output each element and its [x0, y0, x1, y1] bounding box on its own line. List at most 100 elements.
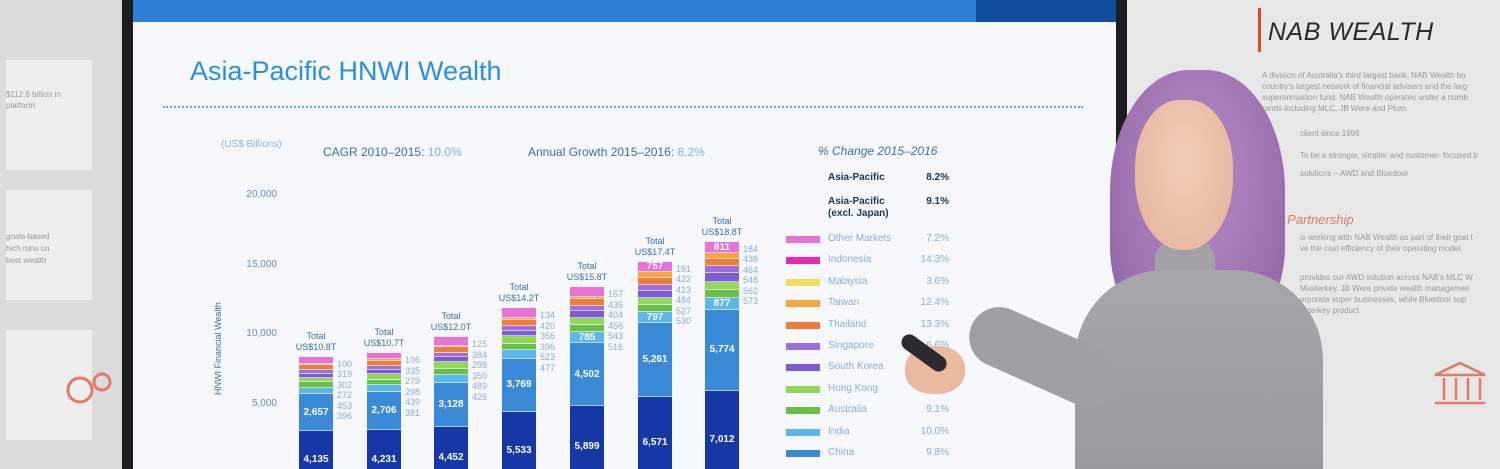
presenter-face — [1135, 100, 1233, 250]
bar-segment: 7,012 — [705, 390, 739, 469]
bar-side-label: 530 — [676, 316, 692, 327]
bar-segment: 4,231 — [367, 429, 401, 469]
legend-value: 9.8% — [926, 447, 949, 458]
bar-segment: 757 — [638, 261, 672, 273]
bar-side-label: 420 — [540, 320, 556, 331]
legend-label: Other Markets — [828, 233, 892, 244]
bar-segment — [502, 336, 536, 344]
bar-side-label: 489 — [472, 381, 488, 392]
poster-para2-line-4: provides our AWD solution across NAB's M… — [1300, 273, 1473, 282]
bar-segment: 2,657 — [299, 393, 333, 432]
presentation-screen: Asia-Pacific HNWI Wealth (US$ Billions) … — [133, 0, 1116, 469]
poster-para2-line-6: orporate super businesses, while Bluedoo… — [1300, 295, 1467, 304]
bar-segment — [299, 388, 333, 394]
legend-swatch — [786, 321, 820, 329]
bar-total-label: Total US$18.8T — [701, 215, 743, 237]
annual-growth-value: 8.2% — [677, 145, 705, 159]
bar-side-label: 396 — [337, 411, 353, 422]
bar-side-label: 543 — [608, 331, 624, 342]
ytick-5000: 5,000 — [251, 398, 277, 409]
bar-segment — [434, 368, 468, 375]
bar-side-label: 435 — [608, 299, 624, 310]
bar-side-label: 438 — [743, 254, 759, 265]
bar-segment — [434, 356, 468, 362]
bar-segment — [367, 385, 401, 392]
bar-segment — [434, 374, 468, 383]
bar-side-label: 350 — [472, 370, 488, 381]
bar-segment — [705, 265, 739, 274]
bar-side-label: 422 — [676, 274, 692, 285]
bar-segment: 877 — [705, 297, 739, 310]
bar-segment — [705, 281, 739, 290]
legend-swatch — [786, 428, 820, 436]
left-wall-poster: $112.6 billion in platform goals-based h… — [0, 0, 120, 469]
bar-segment — [299, 365, 333, 370]
poster-title: NAB WEALTH — [1268, 18, 1434, 46]
y-axis-label: HNWI Financial Wealth — [213, 302, 223, 395]
legend-swatch — [786, 385, 820, 393]
legend-label: Australia — [828, 404, 867, 416]
bar-side-label: 464 — [743, 264, 759, 275]
bar-segment — [434, 345, 468, 348]
bar-total-label: Total US$12.0T — [430, 311, 472, 333]
title-divider — [163, 106, 1083, 108]
bar-segment — [570, 287, 604, 298]
bar-segment — [502, 317, 536, 320]
bar-total-label: Total US$17.4T — [634, 235, 676, 257]
bar-segment — [638, 290, 672, 298]
legend-value: 13.3% — [920, 318, 949, 330]
poster-partnership-heading: ur Partnership — [1272, 212, 1354, 227]
poster-para1-line-1: A division of Australia's third largest … — [1262, 71, 1466, 80]
gear-decoration-icon — [66, 372, 112, 404]
bar-segment — [638, 278, 672, 285]
bar-segment — [502, 350, 536, 359]
annual-growth-label: Annual Growth 2015–2016: — [528, 145, 675, 159]
bar-segment — [367, 373, 401, 380]
left-poster-card-bottom — [6, 330, 92, 440]
bar-segment — [367, 365, 401, 370]
bar-segment: 785 — [570, 332, 604, 344]
slide-header-band — [133, 0, 1116, 22]
bar-side-label: 319 — [337, 369, 353, 380]
poster-goal: To be a stronger, simpler and customer- … — [1300, 151, 1478, 160]
poster-client-since: client since 1996 — [1300, 129, 1360, 138]
bar-segment — [638, 272, 672, 279]
bar-segment — [570, 299, 604, 306]
bar-side-label: 439 — [405, 397, 421, 408]
bar-segment: 3,128 — [434, 382, 468, 427]
summary-value-excl-japan: 9.1% — [926, 196, 949, 207]
bar-segment — [570, 325, 604, 333]
bar-side-label: 134 — [540, 310, 556, 321]
bar-segment: 5,899 — [570, 406, 604, 469]
bar-side-label: 396 — [540, 341, 556, 352]
bar-segment — [705, 273, 739, 282]
bar-side-label: 184 — [743, 243, 759, 254]
legend-swatch — [786, 278, 820, 286]
bar-segment — [367, 353, 401, 360]
bar-segment — [705, 253, 739, 260]
bar-side-label: 356 — [540, 331, 556, 342]
legend-label: Taiwan — [828, 297, 860, 309]
legend-label: South Korea — [828, 361, 884, 373]
bar-segment: 5,261 — [638, 323, 672, 397]
legend-swatch — [786, 364, 820, 372]
bar-segment — [367, 379, 401, 386]
bar-side-label: 477 — [540, 362, 556, 373]
bar-side-label: 404 — [608, 310, 624, 321]
bar-segment — [299, 369, 333, 374]
left-poster-line-1: $112.6 billion in — [6, 90, 62, 99]
legend-swatch — [786, 236, 820, 243]
legend-label: Thailand — [828, 318, 867, 330]
bar-segment: 5,774 — [705, 309, 739, 391]
poster-solutions: solutions – AWD and Bluedoor — [1300, 169, 1409, 178]
bar-segment: 797 — [638, 312, 672, 324]
bar-segment — [299, 363, 333, 366]
bar-segment — [570, 311, 604, 318]
bar-side-label: 426 — [472, 391, 488, 402]
bar-segment — [434, 347, 468, 353]
poster-para2-line-1: is working with NAB Wealth as part of th… — [1300, 233, 1473, 242]
bar-side-label: 527 — [676, 305, 692, 316]
bar-side-label: 272 — [337, 390, 353, 401]
bar-side-label: 106 — [405, 355, 421, 366]
bar-side-label: 298 — [472, 360, 488, 371]
